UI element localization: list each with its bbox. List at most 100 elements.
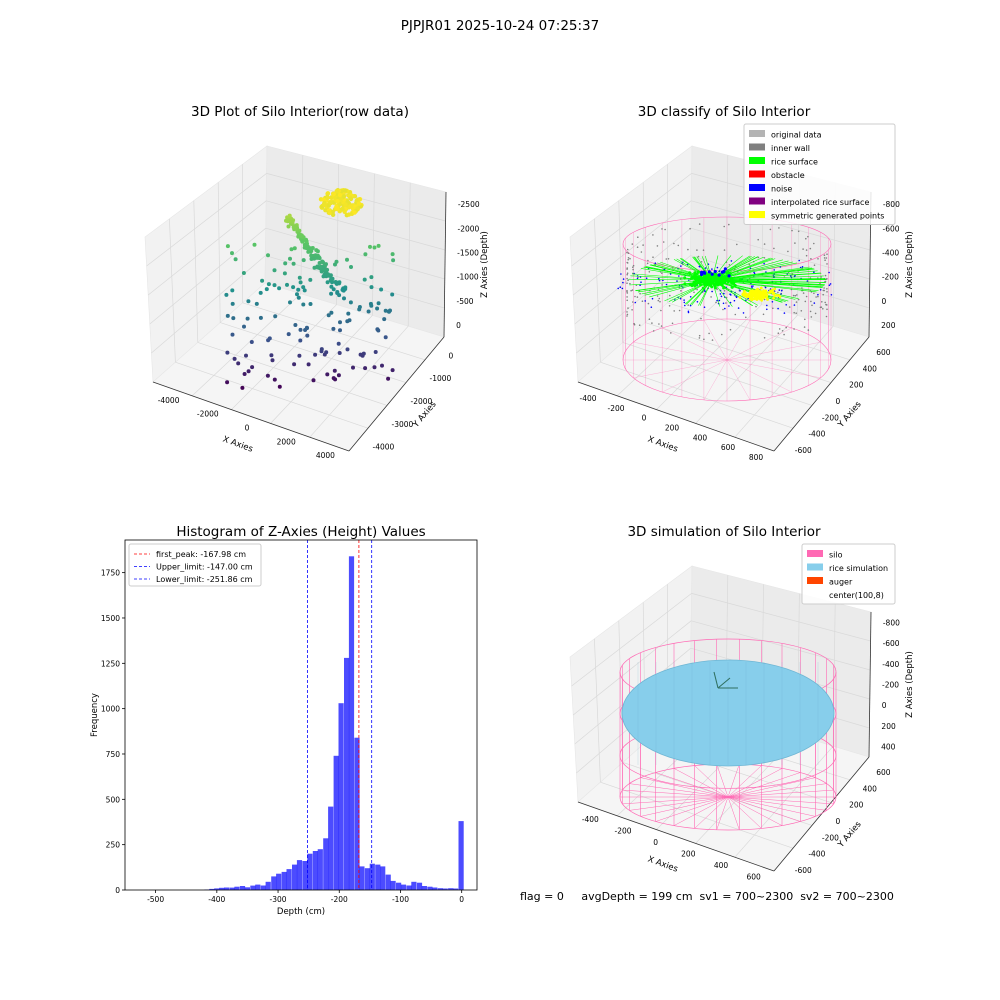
cls-rice-surface-point xyxy=(708,277,712,281)
cls-symmetric-point xyxy=(749,297,752,301)
sim-silo-floor-wire xyxy=(673,768,729,798)
cls-inner-wall-point xyxy=(824,274,827,277)
cls-inner-wall-point xyxy=(637,236,639,238)
raw-data-point xyxy=(305,326,309,331)
raw-x-tick-label: 2000 xyxy=(277,437,296,446)
cls-silo-floor-wire xyxy=(726,319,751,361)
raw-data-point xyxy=(362,277,367,282)
raw-data-point xyxy=(236,361,241,366)
cls-inner-wall-point xyxy=(661,272,663,275)
raw-data-point xyxy=(265,373,270,378)
cls-inner-wall-point xyxy=(698,334,701,337)
cls-inner-wall-point xyxy=(656,245,659,247)
cls-inner-wall-point xyxy=(626,282,628,285)
cls-noise-point xyxy=(698,265,701,268)
cls-noise-point xyxy=(798,259,800,262)
cls-legend-box xyxy=(743,123,896,225)
raw-data-point xyxy=(351,365,355,370)
panel-histogram: Histogram of Z-Axies (Height) Values -500… xyxy=(90,524,478,917)
cls-z-tick-label: 200 xyxy=(881,321,896,330)
cls-z-axis-label: Z Axies (Depth) xyxy=(905,231,915,298)
cls-inner-wall-point xyxy=(823,257,826,259)
cls-inner-wall-point xyxy=(661,284,663,286)
sim-y-tick-label: -600 xyxy=(795,866,812,875)
cls-inner-wall-point xyxy=(809,310,812,313)
cls-inner-wall-point xyxy=(716,288,718,290)
cls-noise-point xyxy=(724,307,726,310)
raw-data-point xyxy=(302,288,307,293)
raw-data-point xyxy=(352,210,357,215)
sim-legend-box xyxy=(801,543,896,605)
cls-y-tick-label: -200 xyxy=(822,413,839,422)
cls-inner-wall-point xyxy=(826,263,828,265)
cls-inner-wall-point xyxy=(710,296,712,298)
raw-data-point xyxy=(345,347,350,352)
sim-z-axis-label: Z Axies (Depth) xyxy=(905,651,915,718)
hist-x-tick-label: -200 xyxy=(331,895,348,904)
raw-data-point xyxy=(297,353,302,358)
raw-data-point xyxy=(328,200,333,206)
hist-bar xyxy=(328,806,334,890)
cls-noise-point xyxy=(801,266,804,268)
sim-z-axis-line xyxy=(868,611,872,758)
raw-data-point xyxy=(233,257,238,262)
raw-data-point xyxy=(313,352,318,357)
raw-data-point xyxy=(329,276,334,281)
cls-x-axis-label: X Axies xyxy=(646,435,679,455)
cls-noise-point xyxy=(704,290,706,293)
cls-inner-wall-point xyxy=(793,328,795,330)
cls-grid-line xyxy=(618,200,624,343)
cls-inner-wall-point xyxy=(729,328,732,331)
raw-z-tick-label: -1000 xyxy=(457,273,479,282)
cls-noise-point xyxy=(676,280,678,282)
cls-noise-point xyxy=(683,301,686,304)
cls-noise-point xyxy=(707,270,711,274)
cls-inner-wall-point xyxy=(772,307,774,310)
hist-x-tick-label: -300 xyxy=(270,895,287,904)
cls-inner-wall-point xyxy=(626,315,628,317)
cls-inner-wall-point xyxy=(678,309,681,312)
cls-inner-wall-point xyxy=(656,295,659,297)
cls-noise-point xyxy=(727,274,731,278)
cls-noise-point xyxy=(769,288,772,290)
cls-rice-surface-point xyxy=(714,272,718,276)
cls-inner-wall-point xyxy=(797,298,800,301)
hist-bar xyxy=(421,886,427,890)
cls-symmetric-point xyxy=(758,292,762,296)
raw-data-point xyxy=(348,196,354,202)
cls-noise-point xyxy=(689,296,692,298)
cls-inner-wall-point xyxy=(668,305,671,307)
sim-z-tick-label: -200 xyxy=(882,681,899,690)
cls-silo-floor-wire xyxy=(726,359,751,401)
sim-x-tick-label: 200 xyxy=(681,849,696,858)
cls-z-tick-label: -400 xyxy=(882,248,899,257)
cls-inner-wall-point xyxy=(819,306,822,309)
cls-inner-wall-point xyxy=(805,295,808,298)
sim-silo-floor-wire xyxy=(629,796,729,811)
raw-data-point xyxy=(225,244,230,249)
raw-data-point xyxy=(292,362,297,367)
hist-bar xyxy=(369,863,375,890)
cls-inner-wall-point xyxy=(825,315,828,318)
cls-inner-wall-point xyxy=(794,294,797,297)
cls-noise-point xyxy=(819,289,822,291)
raw-data-point xyxy=(309,253,314,258)
cls-inner-wall-point xyxy=(802,248,804,250)
cls-inner-wall-point xyxy=(813,292,815,295)
raw-data-point xyxy=(245,316,250,321)
sim-auger-line xyxy=(713,671,719,689)
raw-data-point xyxy=(363,252,368,257)
cls-noise-point xyxy=(619,286,622,289)
raw-data-point xyxy=(348,204,353,209)
cls-inner-wall-point xyxy=(721,333,723,336)
cls-inner-wall-point xyxy=(667,258,670,260)
cls-rice-surface-point xyxy=(688,271,692,275)
raw-grid-line xyxy=(149,227,267,325)
cls-inner-wall-point xyxy=(631,309,633,311)
cls-silo-floor-wire xyxy=(726,359,792,393)
raw-grid-line xyxy=(220,322,407,383)
cls-inner-wall-point xyxy=(723,249,726,251)
raw-data-point xyxy=(285,282,289,287)
cls-inner-wall-point xyxy=(801,287,803,289)
cls-symmetric-point xyxy=(768,290,772,294)
